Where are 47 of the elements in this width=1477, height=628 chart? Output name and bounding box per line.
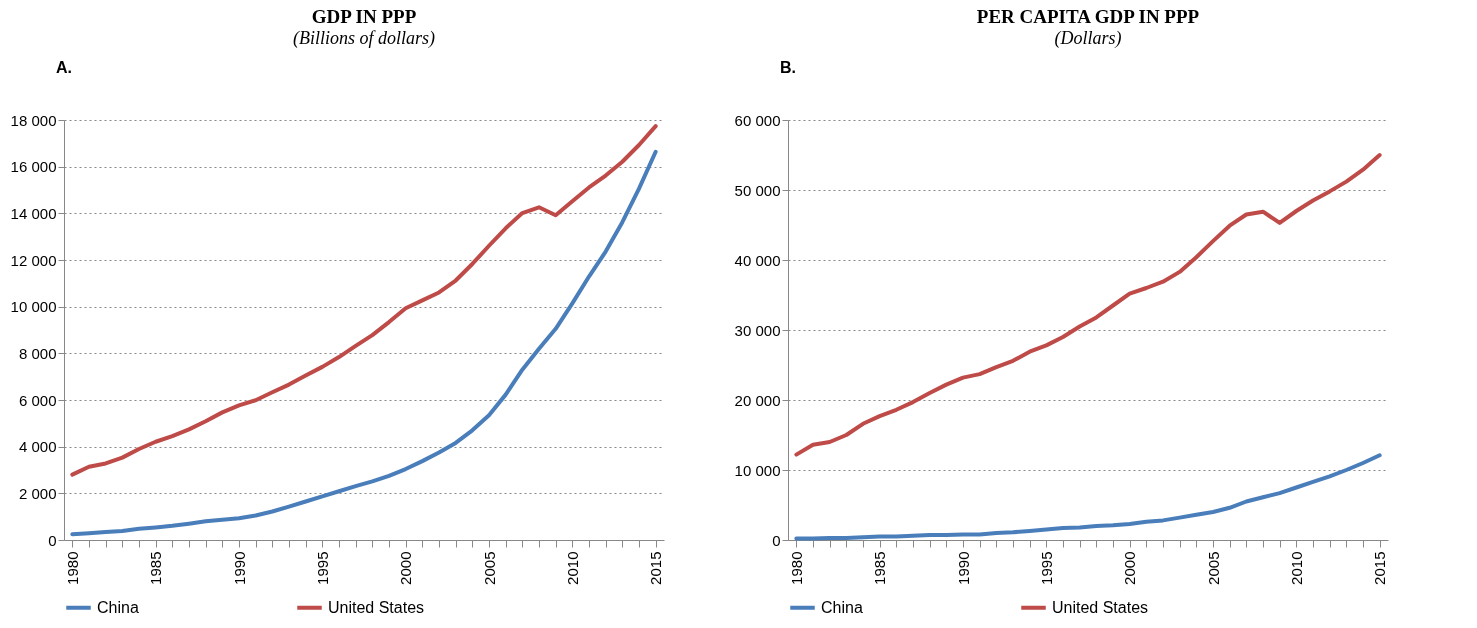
y-tick-label: 10 000 bbox=[10, 298, 57, 316]
x-tick-label: 1985 bbox=[147, 551, 165, 585]
line-series bbox=[70, 124, 658, 477]
text: A. bbox=[56, 59, 72, 76]
text: B. bbox=[780, 59, 796, 76]
y-tick-label: 18 000 bbox=[10, 111, 57, 129]
chart-title: PER CAPITA GDP IN PPP bbox=[976, 6, 1200, 27]
y-tick-label: 30 000 bbox=[734, 321, 781, 339]
x-tick-label: 2005 bbox=[1204, 551, 1222, 585]
y-tick-label: 4 000 bbox=[18, 438, 57, 456]
x-tick-label: 1995 bbox=[313, 551, 331, 585]
y-tick-label: 8 000 bbox=[18, 344, 57, 362]
x-tick-label: 2005 bbox=[480, 551, 498, 585]
legend-label: China bbox=[97, 598, 139, 616]
y-tick-label: 6 000 bbox=[18, 391, 57, 409]
y-tick-label: 60 000 bbox=[734, 111, 781, 129]
x-tick-label: 2010 bbox=[1287, 551, 1305, 585]
legend-label: China bbox=[821, 598, 863, 616]
y-tick-label: 0 bbox=[48, 531, 57, 549]
line-series bbox=[70, 149, 658, 537]
chart-subtitle: (Dollars) bbox=[1054, 28, 1122, 49]
y-tick-label: 10 000 bbox=[734, 461, 781, 479]
x-tick-label: 1990 bbox=[954, 551, 972, 585]
y-tick-label: 40 000 bbox=[734, 251, 781, 269]
x-tick-label: 1985 bbox=[871, 551, 889, 585]
x-tick-label: 1980 bbox=[787, 551, 805, 585]
y-tick-label: 2 000 bbox=[18, 484, 57, 502]
y-tick-label: 20 000 bbox=[734, 391, 781, 409]
y-tick-label: 50 000 bbox=[734, 181, 781, 199]
x-tick-label: 1980 bbox=[63, 551, 81, 585]
x-tick-label: 2015 bbox=[647, 551, 665, 585]
x-tick-label: 2000 bbox=[397, 551, 415, 585]
y-tick-label: 14 000 bbox=[10, 204, 57, 222]
x-tick-label: 2010 bbox=[563, 551, 581, 585]
x-tick-label: 2015 bbox=[1371, 551, 1389, 585]
x-tick-label: 2000 bbox=[1121, 551, 1139, 585]
legend-label: United States bbox=[1052, 598, 1149, 616]
x-tick-label: 1990 bbox=[230, 551, 248, 585]
x-tick-label: 1995 bbox=[1037, 551, 1055, 585]
y-tick-label: 12 000 bbox=[10, 251, 57, 269]
y-tick-label: 16 000 bbox=[10, 158, 57, 176]
line-series bbox=[794, 153, 1382, 457]
chart-title: GDP IN PPP bbox=[311, 6, 417, 27]
legend-label: United States bbox=[328, 598, 425, 616]
chart-subtitle: (Billions of dollars) bbox=[292, 28, 436, 49]
line-series bbox=[794, 453, 1382, 541]
y-tick-label: 0 bbox=[772, 531, 781, 549]
